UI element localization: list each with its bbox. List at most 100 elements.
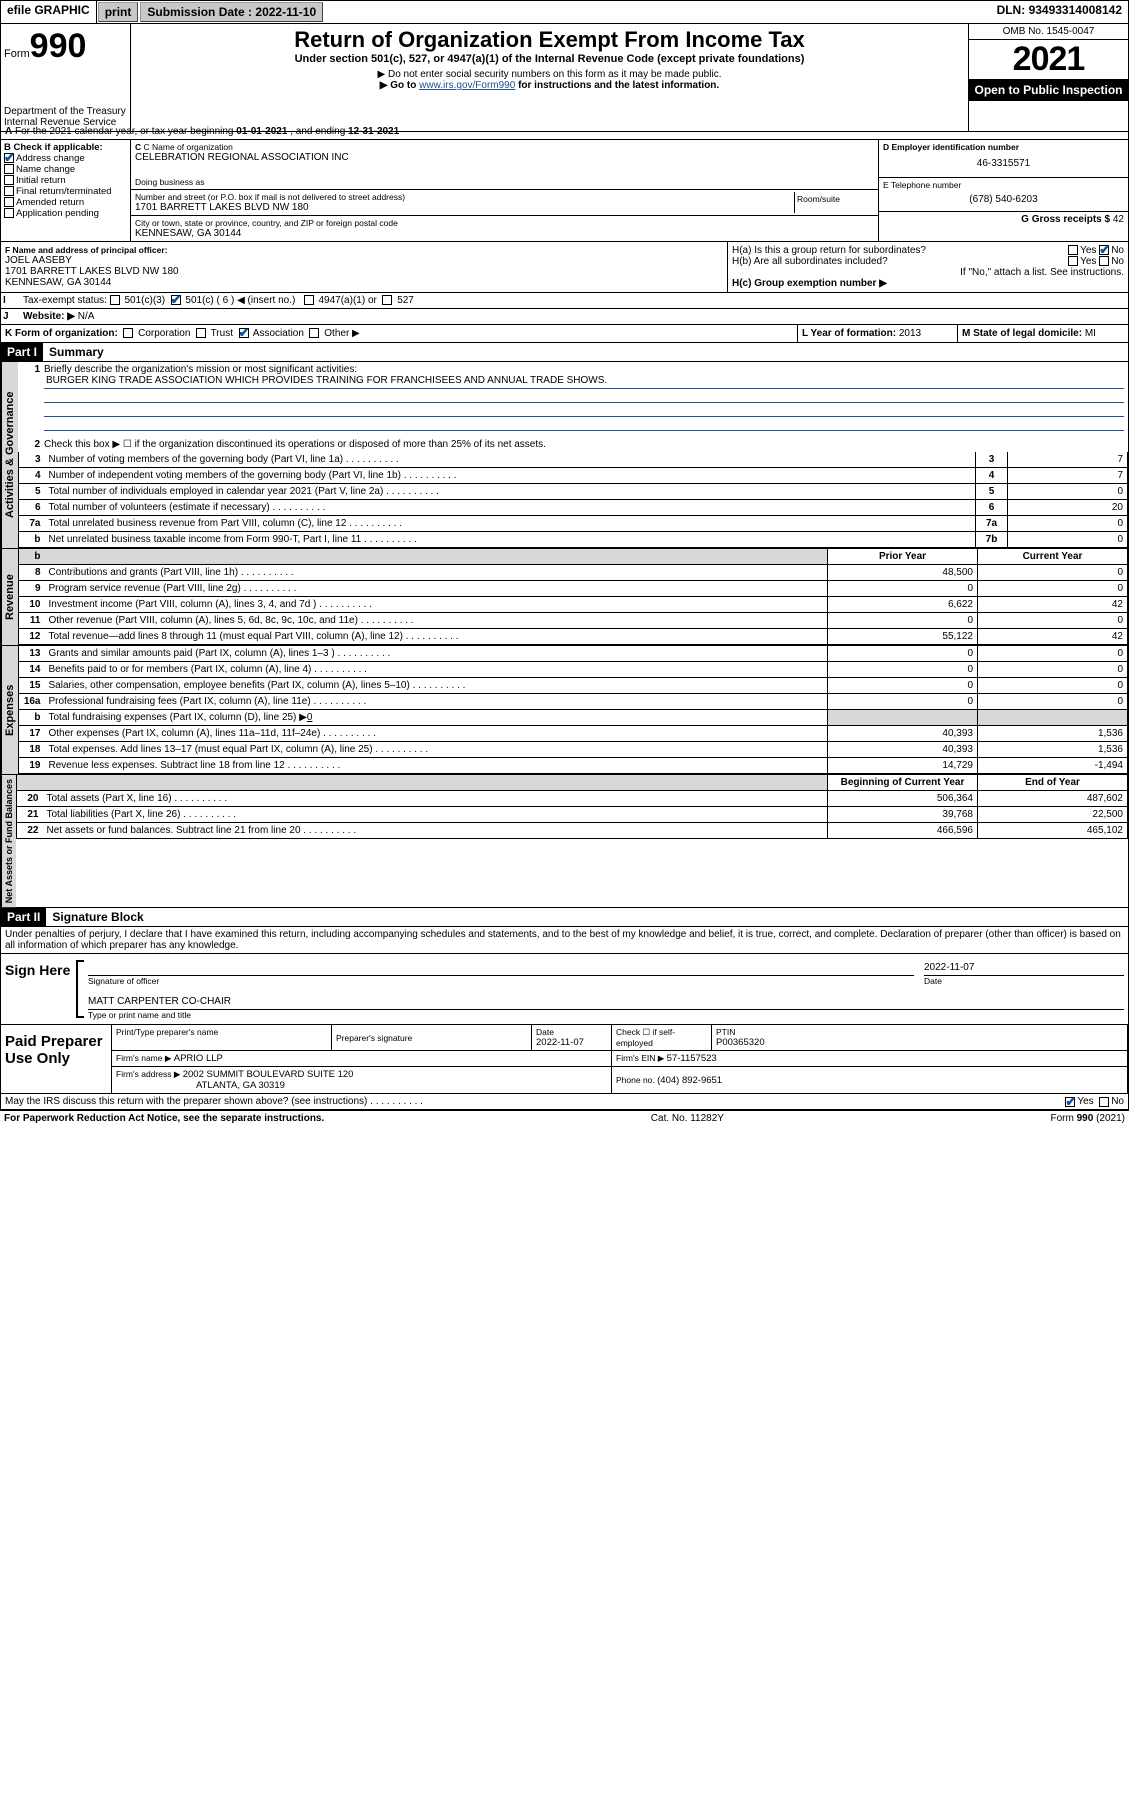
k-trust[interactable]	[196, 328, 206, 338]
form-note-1: ▶ Do not enter social security numbers o…	[134, 69, 965, 80]
phone-value: (678) 540-6203	[883, 190, 1124, 209]
officer-label: F Name and address of principal officer:	[5, 245, 723, 255]
part1-header: Part I Summary	[0, 343, 1129, 362]
vlabel-netassets: Net Assets or Fund Balances	[1, 775, 16, 907]
ein-value: 46-3315571	[883, 152, 1124, 175]
netassets-table: Beginning of Current Year End of Year 20…	[16, 775, 1128, 839]
form-header: Form990 Department of the Treasury Inter…	[0, 24, 1129, 132]
check-501c3[interactable]	[110, 295, 120, 305]
city-label: City or town, state or province, country…	[135, 218, 874, 228]
expenses-block: Expenses 13 Grants and similar amounts p…	[0, 646, 1129, 775]
submission-date-button[interactable]: Submission Date : 2022-11-10	[140, 2, 323, 22]
k-other[interactable]	[309, 328, 319, 338]
room-label: Room/suite	[797, 194, 872, 204]
open-public-badge: Open to Public Inspection	[969, 79, 1128, 101]
section-c: C C Name of organization CELEBRATION REG…	[131, 140, 878, 241]
omb-number: OMB No. 1545-0047	[969, 24, 1128, 40]
sig-date-label: Date	[924, 976, 1124, 986]
col-boy: Beginning of Current Year	[828, 775, 978, 791]
declaration-text: Under penalties of perjury, I declare th…	[0, 927, 1129, 954]
paid-preparer-label: Paid Preparer Use Only	[1, 1025, 111, 1093]
tax-year: 2021	[969, 40, 1128, 79]
check-final-return[interactable]	[4, 186, 14, 196]
dln-label: DLN: 93493314008142	[991, 1, 1128, 23]
col-current: Current Year	[978, 549, 1128, 565]
section-klm: K Form of organization: Corporation Trus…	[0, 325, 1129, 343]
discuss-no[interactable]	[1099, 1097, 1109, 1107]
typed-name: MATT CARPENTER CO-CHAIR	[88, 992, 1124, 1010]
form-subtitle: Under section 501(c), 527, or 4947(a)(1)…	[134, 53, 965, 65]
ha-label: H(a) Is this a group return for subordin…	[732, 245, 926, 256]
typed-name-label: Type or print name and title	[88, 1010, 1124, 1020]
section-i: I Tax-exempt status: 501(c)(3) 501(c) ( …	[0, 293, 1129, 309]
line1-label: Briefly describe the organization's miss…	[44, 364, 1124, 375]
hb-label: H(b) Are all subordinates included?	[732, 256, 888, 267]
addr-label: Number and street (or P.O. box if mail i…	[135, 192, 794, 202]
part2-header: Part II Signature Block	[0, 908, 1129, 927]
line2-label: Check this box ▶ ☐ if the organization d…	[44, 439, 1124, 450]
check-address-change[interactable]	[4, 153, 14, 163]
vlabel-governance: Activities & Governance	[1, 362, 18, 548]
form-footer: Form 990 (2021)	[1051, 1113, 1125, 1124]
city-state-zip: KENNESAW, GA 30144	[135, 228, 874, 239]
check-amended[interactable]	[4, 197, 14, 207]
gross-receipts-label: G Gross receipts $	[1021, 214, 1113, 225]
section-b: B Check if applicable: Address change Na…	[1, 140, 131, 241]
hc-label: H(c) Group exemption number ▶	[732, 278, 1124, 289]
k-corp[interactable]	[123, 328, 133, 338]
section-j: J Website: ▶ N/A	[0, 309, 1129, 325]
sig-officer-label: Signature of officer	[88, 976, 914, 986]
hb-note: If "No," attach a list. See instructions…	[732, 267, 1124, 278]
cat-number: Cat. No. 11282Y	[651, 1113, 724, 1124]
print-button[interactable]: print	[98, 2, 139, 22]
officer-addr1: 1701 BARRETT LAKES BLVD NW 180	[5, 266, 723, 277]
dept-label: Department of the Treasury	[4, 106, 127, 117]
form-number: Form990	[4, 27, 127, 66]
sign-here-block: Sign Here Signature of officer 2022-11-0…	[0, 954, 1129, 1025]
org-name: CELEBRATION REGIONAL ASSOCIATION INC	[135, 152, 874, 163]
dba-label: Doing business as	[135, 177, 874, 187]
discuss-row: May the IRS discuss this return with the…	[0, 1094, 1129, 1110]
section-f-h: F Name and address of principal officer:…	[0, 242, 1129, 293]
sign-here-label: Sign Here	[1, 954, 76, 1024]
street-address: 1701 BARRETT LAKES BLVD NW 180	[135, 202, 794, 213]
ha-no[interactable]	[1099, 245, 1109, 255]
check-name-change[interactable]	[4, 164, 14, 174]
discuss-yes[interactable]	[1065, 1097, 1075, 1107]
k-assoc[interactable]	[239, 328, 249, 338]
officer-name: JOEL AASEBY	[5, 255, 723, 266]
hb-yes[interactable]	[1068, 256, 1078, 266]
ha-yes[interactable]	[1068, 245, 1078, 255]
line-a: A For the 2021 calendar year, or tax yea…	[0, 124, 1129, 140]
revenue-block: Revenue b Prior Year Current Year 8 Cont…	[0, 549, 1129, 646]
check-527[interactable]	[382, 295, 392, 305]
gross-receipts-value: 42	[1113, 214, 1124, 225]
mission-text: BURGER KING TRADE ASSOCIATION WHICH PROV…	[44, 375, 1124, 389]
identity-block: B Check if applicable: Address change Na…	[0, 140, 1129, 242]
revenue-table: b Prior Year Current Year 8 Contribution…	[18, 549, 1128, 645]
vlabel-revenue: Revenue	[1, 549, 18, 645]
form-note-2: ▶ Go to www.irs.gov/Form990 for instruct…	[134, 80, 965, 91]
part1-body: Activities & Governance 1 Briefly descri…	[0, 362, 1129, 549]
check-4947[interactable]	[304, 295, 314, 305]
check-initial-return[interactable]	[4, 175, 14, 185]
officer-addr2: KENNESAW, GA 30144	[5, 277, 723, 288]
org-name-label: C C Name of organization	[135, 142, 874, 152]
check-501c[interactable]	[171, 295, 181, 305]
instructions-link[interactable]: www.irs.gov/Form990	[419, 80, 515, 91]
section-d-e-g: D Employer identification number 46-3315…	[878, 140, 1128, 241]
col-prior: Prior Year	[828, 549, 978, 565]
hb-no[interactable]	[1099, 256, 1109, 266]
paid-preparer-block: Paid Preparer Use Only Print/Type prepar…	[0, 1025, 1129, 1094]
netassets-block: Net Assets or Fund Balances Beginning of…	[0, 775, 1129, 908]
vlabel-expenses: Expenses	[1, 646, 18, 774]
expenses-table: 13 Grants and similar amounts paid (Part…	[18, 646, 1128, 774]
footer: For Paperwork Reduction Act Notice, see …	[0, 1110, 1129, 1126]
efile-label: efile GRAPHIC	[1, 1, 97, 23]
paperwork-notice: For Paperwork Reduction Act Notice, see …	[4, 1113, 324, 1124]
col-eoy: End of Year	[978, 775, 1128, 791]
phone-label: E Telephone number	[883, 180, 1124, 190]
check-application-pending[interactable]	[4, 208, 14, 218]
top-bar: efile GRAPHIC print Submission Date : 20…	[0, 0, 1129, 24]
ein-label: D Employer identification number	[883, 142, 1124, 152]
